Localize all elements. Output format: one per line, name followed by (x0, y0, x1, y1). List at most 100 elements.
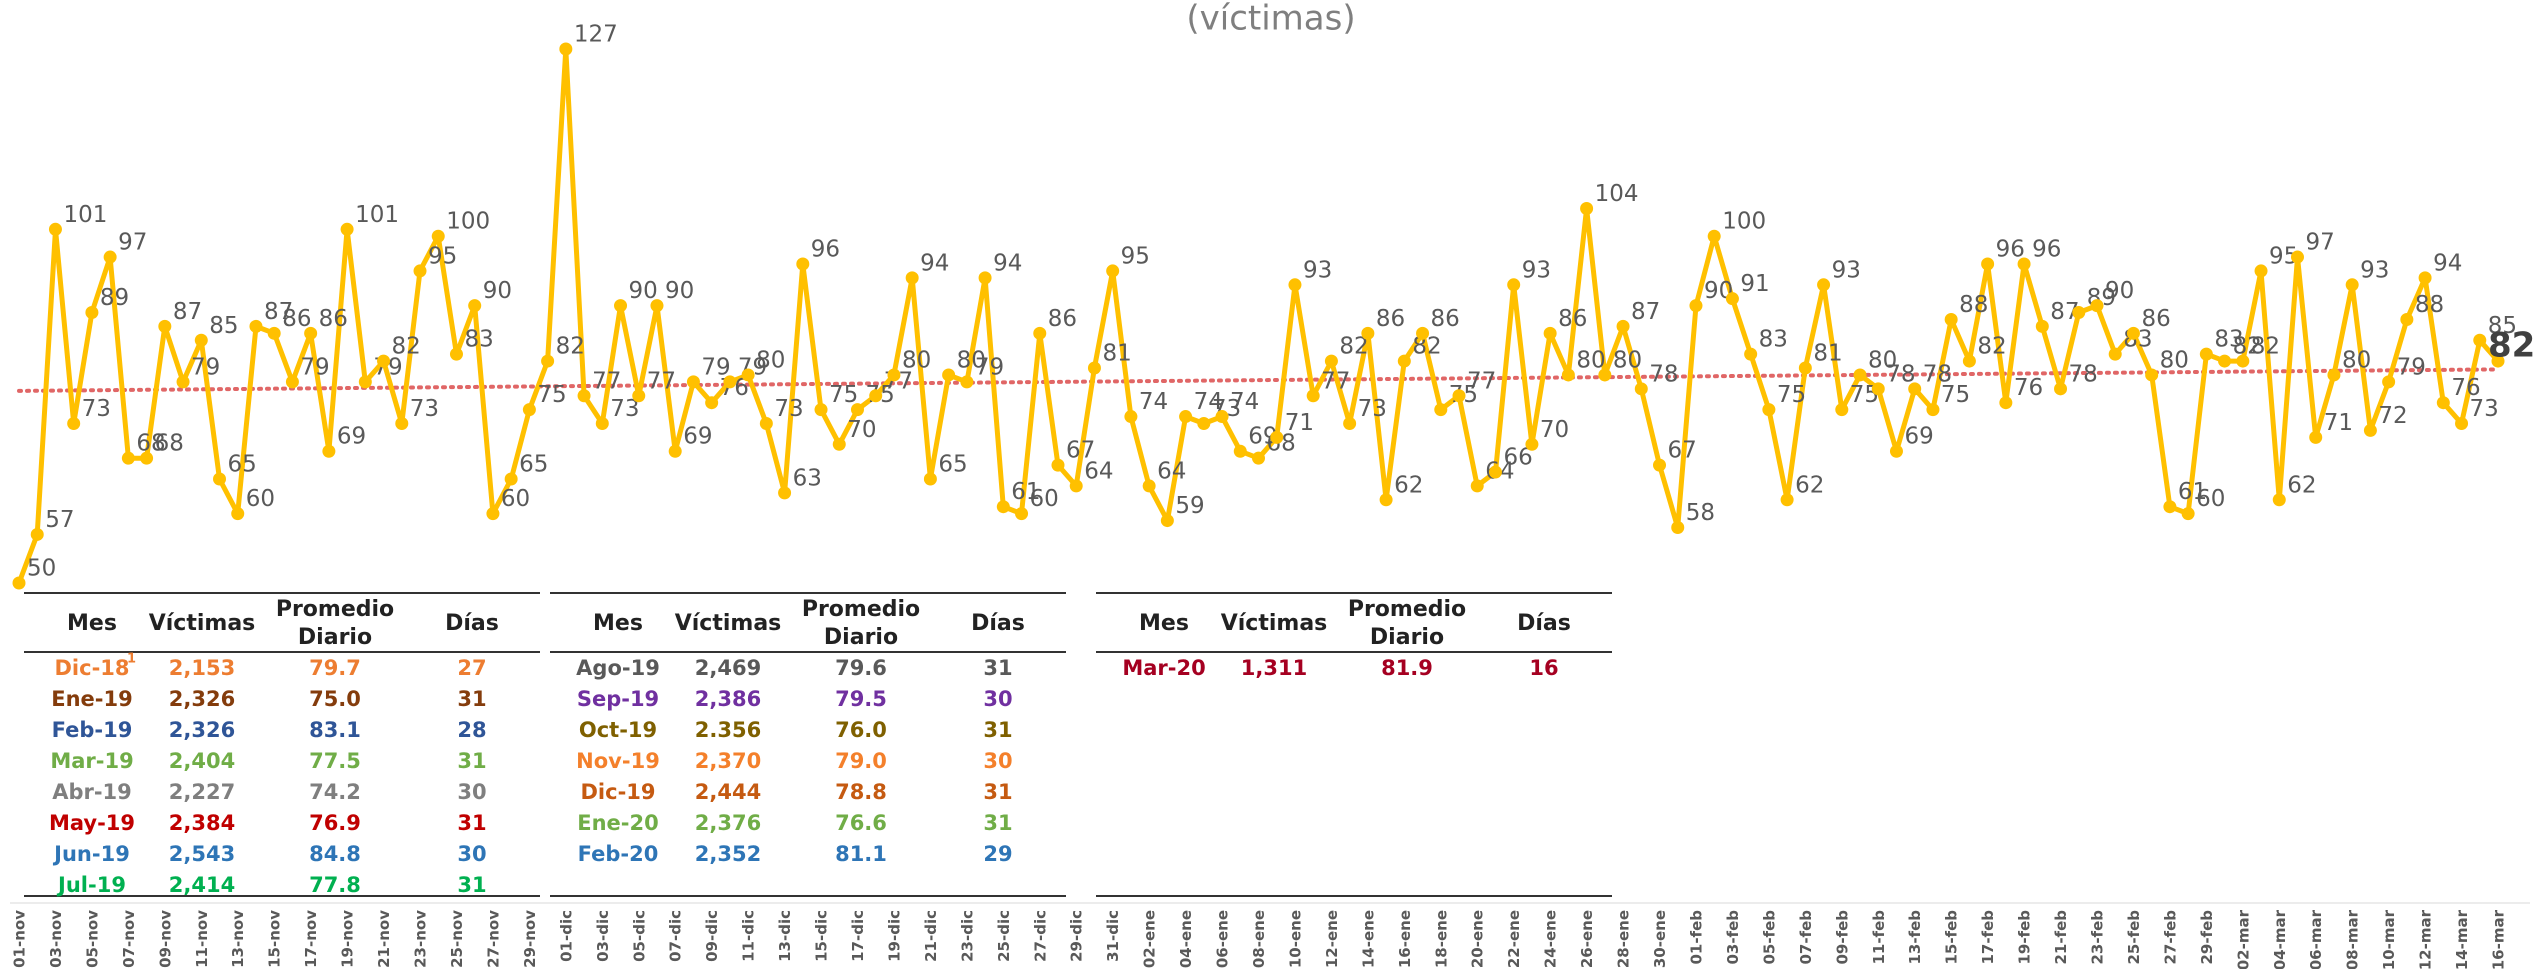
table-cell: Sep-19 (577, 687, 659, 711)
data-label: 59 (1175, 493, 1204, 519)
table-header: Promedio (276, 597, 394, 622)
table-header: Víctimas (675, 611, 782, 636)
x-tick-label: 23-nov (412, 910, 430, 968)
data-label: 77 (1467, 368, 1496, 394)
data-label: 80 (756, 347, 785, 373)
point (2036, 320, 2049, 333)
x-tick-label: 03-dic (594, 910, 612, 962)
table-cell: Nov-19 (576, 749, 660, 773)
point (1653, 459, 1666, 472)
data-label: 77 (1321, 368, 1350, 394)
data-label: 80 (2160, 347, 2189, 373)
x-tick-label: 19-dic (885, 910, 903, 962)
table-cell: 30 (983, 749, 1012, 773)
point (523, 403, 536, 416)
data-label: 93 (2360, 257, 2389, 283)
data-label: 87 (173, 299, 202, 325)
point (1999, 396, 2012, 409)
data-label: 76 (2014, 375, 2043, 401)
point (2455, 417, 2468, 430)
data-label: 90 (483, 278, 512, 304)
data-label: 65 (938, 451, 967, 477)
data-label: 79 (300, 354, 329, 380)
point (2018, 257, 2031, 270)
x-tick-label: 07-dic (667, 910, 685, 962)
point (669, 445, 682, 458)
point (632, 389, 645, 402)
data-label: 97 (2305, 230, 2334, 256)
x-tick-label: 13-feb (1906, 910, 1924, 965)
point (249, 320, 262, 333)
point (2382, 375, 2395, 388)
data-label: 74 (1139, 389, 1168, 415)
point (104, 251, 117, 264)
x-tick-label: 25-nov (448, 910, 466, 968)
x-tick-label: 13-dic (776, 910, 794, 962)
point (1872, 382, 1885, 395)
data-label: 95 (428, 243, 457, 269)
data-label: 60 (501, 486, 530, 512)
point (304, 327, 317, 340)
x-tick-label: 27-nov (484, 910, 502, 968)
table-cell: 16 (1529, 656, 1558, 680)
x-tick-label: 14-ene (1359, 910, 1377, 968)
table-cell: Oct-19 (579, 718, 657, 742)
x-tick-label: 01-feb (1687, 910, 1705, 965)
point (2200, 348, 2213, 361)
point (1343, 417, 1356, 430)
table-cell: Mar-20 (1122, 656, 1205, 680)
table-cell: 79.6 (835, 656, 887, 680)
point (1525, 438, 1538, 451)
table-cell: Jul-19 (56, 873, 126, 897)
table-cell: 76.6 (835, 811, 887, 835)
point (906, 271, 919, 284)
table-cell: 79.0 (835, 749, 887, 773)
x-tick-label: 01-nov (11, 910, 29, 968)
point (705, 396, 718, 409)
point (49, 223, 62, 236)
data-label: 93 (1303, 257, 1332, 283)
point (979, 271, 992, 284)
x-tick-label: 18-ene (1432, 910, 1450, 968)
data-label: 80 (1613, 347, 1642, 373)
point (2327, 368, 2340, 381)
point (1361, 327, 1374, 340)
table-cell: 31 (983, 780, 1012, 804)
table-cell: 78.8 (835, 780, 887, 804)
data-label: 79 (191, 354, 220, 380)
point (1015, 507, 1028, 520)
point (1671, 521, 1684, 534)
table-header: Diario (1370, 625, 1444, 650)
point (1562, 368, 1575, 381)
data-label: 88 (2415, 292, 2444, 318)
data-label: 82 (1977, 334, 2006, 360)
data-label: 97 (118, 230, 147, 256)
table-cell: 83.1 (309, 718, 361, 742)
point (1270, 431, 1283, 444)
point (2400, 313, 2413, 326)
x-tick-label: 15-feb (1943, 910, 1961, 965)
table-cell: 28 (457, 718, 486, 742)
x-tick-label: 19-feb (2016, 910, 2034, 965)
point (1926, 403, 1939, 416)
x-tick-label: 06-ene (1214, 910, 1232, 968)
x-tick-label: 03-feb (1724, 910, 1742, 965)
table-cell: 79.7 (309, 656, 361, 680)
table-cell: Ene-20 (577, 811, 658, 835)
point (286, 375, 299, 388)
data-label: 100 (1722, 209, 1766, 235)
data-label: 83 (1759, 327, 1788, 353)
x-tick-label: 16-mar (2490, 909, 2508, 969)
table-header: Mes (67, 611, 117, 636)
point (1124, 410, 1137, 423)
data-label: 69 (683, 424, 712, 450)
data-label: 60 (2196, 486, 2225, 512)
table-cell: 2,153 (169, 656, 235, 680)
point (614, 299, 627, 312)
data-label: 88 (1959, 292, 1988, 318)
point (1817, 278, 1830, 291)
x-tick-label: 09-nov (156, 910, 174, 968)
point (1598, 368, 1611, 381)
data-label: 71 (1285, 410, 1314, 436)
table-cell: 31 (983, 811, 1012, 835)
